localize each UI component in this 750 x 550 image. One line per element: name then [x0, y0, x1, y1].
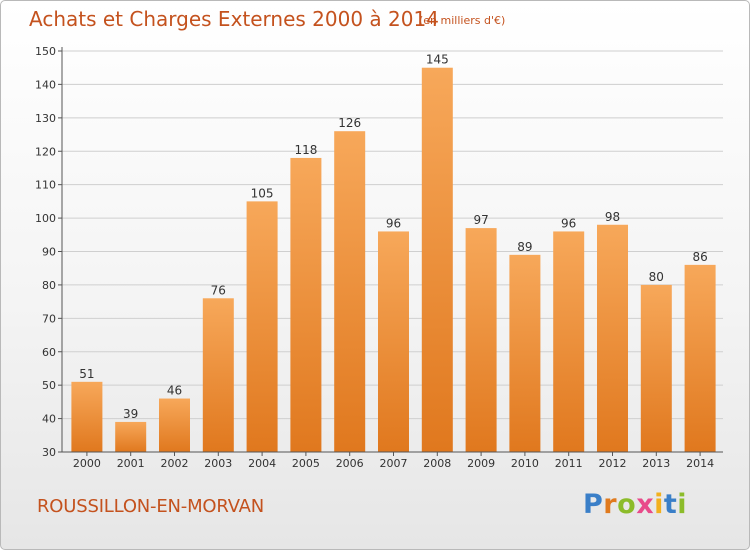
logo-letter: t	[663, 489, 678, 520]
bar-value-label: 97	[473, 213, 488, 227]
bar-value-label: 105	[251, 186, 274, 200]
y-tick-label: 30	[42, 446, 56, 459]
proxiti-logo: Proxiti	[583, 489, 687, 520]
x-tick-label: 2011	[555, 457, 583, 470]
logo-letter: o	[617, 489, 637, 520]
x-tick-label: 2003	[204, 457, 232, 470]
y-tick-label: 110	[35, 179, 56, 192]
y-tick-label: 40	[42, 413, 56, 426]
x-tick-label: 2002	[161, 457, 189, 470]
bar	[71, 381, 103, 452]
y-tick-label: 120	[35, 145, 56, 158]
commune-name: ROUSSILLON-EN-MORVAN	[37, 496, 265, 517]
bar	[115, 421, 147, 452]
x-tick-label: 2010	[511, 457, 539, 470]
y-tick-label: 140	[35, 78, 56, 91]
bar-value-label: 145	[426, 53, 449, 67]
logo-letter: r	[603, 489, 618, 520]
bar	[246, 201, 278, 452]
bar-value-label: 89	[517, 240, 532, 254]
logo-letter: x	[636, 489, 655, 520]
logo-letter: P	[583, 489, 604, 520]
bar-value-label: 96	[386, 216, 401, 230]
bar	[421, 67, 453, 452]
x-tick-label: 2004	[248, 457, 276, 470]
x-tick-label: 2005	[292, 457, 320, 470]
logo-letter: i	[654, 489, 664, 520]
chart-unit-label: (en milliers d'€)	[419, 14, 506, 27]
x-tick-label: 2013	[642, 457, 670, 470]
bar	[159, 398, 190, 452]
chart-title: Achats et Charges Externes 2000 à 2014	[29, 7, 439, 31]
bar-value-label: 126	[338, 116, 361, 130]
y-tick-label: 130	[35, 112, 56, 125]
x-tick-label: 2006	[336, 457, 364, 470]
bar-value-label: 80	[649, 270, 664, 284]
bar	[334, 131, 366, 452]
bar-value-label: 51	[79, 367, 94, 381]
y-tick-label: 100	[35, 212, 56, 225]
y-tick-label: 90	[42, 246, 56, 259]
bar-value-label: 96	[561, 216, 576, 230]
logo-letter: i	[677, 489, 688, 520]
bar	[290, 157, 322, 452]
y-tick-label: 60	[42, 346, 56, 359]
x-tick-label: 2008	[423, 457, 451, 470]
y-tick-label: 50	[42, 379, 56, 392]
x-tick-label: 2009	[467, 457, 495, 470]
x-tick-label: 2001	[117, 457, 145, 470]
bar	[597, 224, 628, 452]
y-tick-label: 150	[35, 45, 56, 58]
x-tick-label: 2000	[73, 457, 101, 470]
bar	[509, 254, 541, 452]
bar-value-label: 86	[692, 250, 707, 264]
bar	[465, 228, 497, 452]
x-tick-label: 2014	[686, 457, 714, 470]
bar-value-label: 98	[605, 210, 620, 224]
bar	[684, 264, 716, 452]
y-tick-label: 80	[42, 279, 56, 292]
bar	[640, 284, 672, 452]
x-tick-label: 2007	[380, 457, 408, 470]
bar	[553, 231, 585, 452]
bar-value-label: 39	[123, 407, 138, 421]
bar-value-label: 46	[167, 384, 182, 398]
y-tick-label: 70	[42, 312, 56, 325]
bar	[202, 298, 234, 452]
x-tick-label: 2012	[599, 457, 627, 470]
bar-value-label: 76	[211, 283, 226, 297]
bar-value-label: 118	[294, 143, 317, 157]
bar	[378, 231, 409, 452]
